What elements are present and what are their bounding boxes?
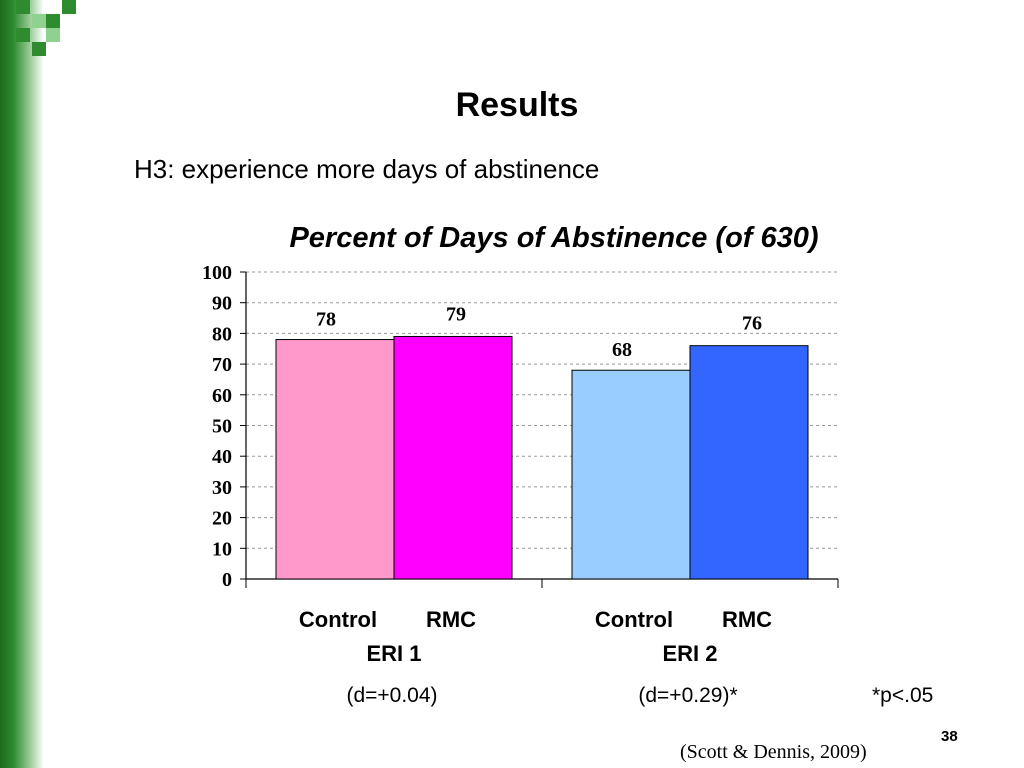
- category-label-eri1-rmc: RMC: [425, 607, 477, 632]
- data-label: 79: [446, 303, 466, 325]
- y-tick-label: 50: [212, 416, 232, 438]
- y-tick-label: 70: [212, 354, 232, 376]
- category-label-eri2-rmc: RMC: [721, 607, 773, 632]
- y-tick-label: 100: [202, 262, 232, 284]
- page-number: 38: [941, 728, 958, 745]
- slide-side-bar: [0, 0, 44, 768]
- bar: [393, 335, 513, 580]
- y-tick-label: 60: [212, 385, 232, 407]
- effect-size-eri2: (d=+0.29)*: [638, 684, 738, 707]
- bar: [571, 369, 691, 580]
- y-tick-label: 20: [212, 508, 232, 530]
- citation: (Scott & Dennis, 2009): [680, 741, 867, 763]
- y-tick-label: 40: [212, 446, 232, 468]
- bar: [275, 339, 395, 580]
- slide-subtitle: H3: experience more days of abstinence: [134, 154, 600, 184]
- group-label-eri2: ERI 2: [662, 641, 718, 666]
- y-tick-label: 10: [212, 538, 232, 560]
- y-tick-label: 0: [222, 569, 232, 591]
- category-label-eri2-control: Control: [594, 607, 674, 632]
- category-label-eri1-control: Control: [298, 607, 378, 632]
- y-tick-label: 80: [212, 323, 232, 345]
- chart-title: Percent of Days of Abstinence (of 630): [289, 222, 819, 254]
- bar: [689, 345, 809, 580]
- significance-note: *p<.05: [872, 684, 934, 707]
- group-label-eri1: ERI 1: [366, 641, 422, 666]
- data-label: 78: [316, 309, 336, 331]
- data-label: 68: [612, 339, 632, 361]
- y-tick-label: 90: [212, 293, 232, 315]
- data-label: 76: [742, 313, 762, 335]
- checkmark-logo-icon: [0, 0, 90, 70]
- effect-size-eri1: (d=+0.04): [346, 684, 438, 707]
- slide-title: Results: [455, 86, 579, 124]
- y-tick-label: 30: [212, 477, 232, 499]
